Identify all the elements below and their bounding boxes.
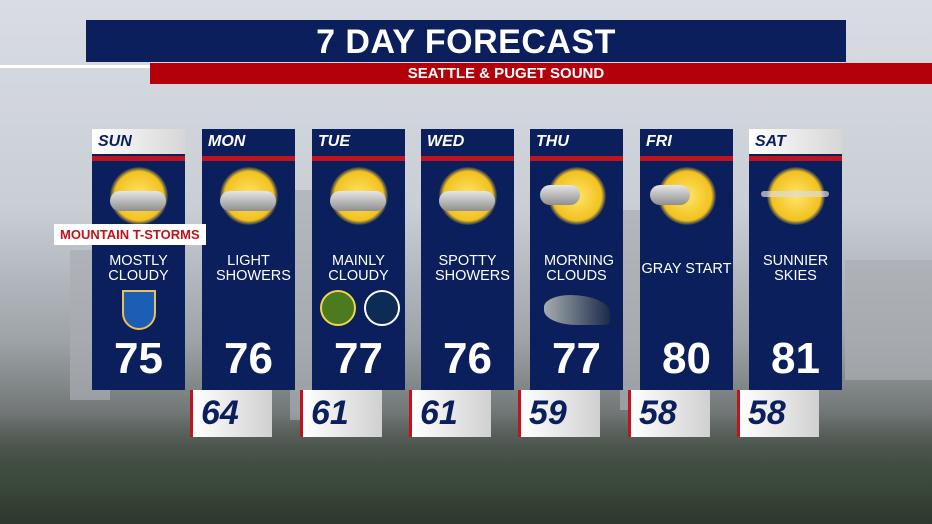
mostly-sunny-icon: [540, 167, 606, 225]
divider: [0, 65, 150, 68]
low-temp: 64: [190, 390, 272, 437]
condition-text: GRAY START: [641, 261, 732, 277]
condition-text: MAINLY CLOUDY: [328, 253, 389, 284]
partly-cloudy-icon: [439, 167, 497, 225]
condition-text: MORNING CLOUDS: [544, 253, 615, 284]
high-temp: 75: [114, 334, 163, 383]
low-temp: 61: [409, 390, 491, 437]
day-label: TUE: [318, 133, 350, 150]
high-temp: 76: [224, 334, 273, 383]
ol-reign-logo: [122, 290, 156, 330]
mostly-sunny-icon: [650, 167, 716, 225]
high-temp: 81: [771, 334, 820, 383]
day-column-fri: FRI GRAY START 80: [640, 129, 733, 390]
day-column-sun: SUN MOSTLY CLOUDY 75: [92, 129, 185, 390]
light-showers-icon: [220, 167, 278, 225]
red-rule: [202, 156, 295, 161]
page-title: 7 DAY FORECAST: [86, 20, 846, 62]
day-label: SAT: [749, 129, 842, 154]
subtitle: SEATTLE & PUGET SOUND: [150, 63, 932, 84]
day-label: SUN: [92, 129, 185, 154]
red-rule: [749, 156, 842, 161]
red-rule: [312, 156, 405, 161]
day-label: MON: [208, 133, 246, 150]
day-column-wed: WED SPOTTY SHOWERS 76: [421, 129, 514, 390]
red-rule: [421, 156, 514, 161]
condition-text: LIGHT SHOWERS: [216, 253, 291, 284]
partly-cloudy-icon: [330, 167, 388, 225]
condition-text: SUNNIER SKIES: [763, 253, 829, 284]
low-temp: 58: [737, 390, 819, 437]
day-label: THU: [536, 133, 569, 150]
day-label: WED: [427, 133, 465, 150]
day-column-sat: SAT SUNNIER SKIES 81: [749, 129, 842, 390]
low-temp: 59: [518, 390, 600, 437]
high-temp: 76: [443, 334, 492, 383]
day-label: FRI: [646, 133, 672, 150]
red-rule: [92, 156, 185, 161]
day-column-thu: THU MORNING CLOUDS 77: [530, 129, 623, 390]
condition-text: MOSTLY CLOUDY: [108, 253, 169, 284]
seattle-seahawks-logo: [544, 295, 610, 325]
red-rule: [530, 156, 623, 161]
background-building: [845, 260, 932, 380]
high-temp: 77: [334, 334, 383, 383]
alert-tag: MOUNTAIN T-STORMS: [54, 224, 206, 245]
red-rule: [640, 156, 733, 161]
partly-cloudy-icon: [110, 167, 168, 225]
condition-text: SPOTTY SHOWERS: [435, 253, 510, 284]
low-temp: 58: [628, 390, 710, 437]
low-temp: 61: [300, 390, 382, 437]
sunny-icon: [761, 167, 829, 225]
day-column-tue: TUE MAINLY CLOUDY 77: [312, 129, 405, 390]
seattle-mariners-logo: [364, 290, 400, 326]
high-temp: 80: [662, 334, 711, 383]
day-column-mon: MON LIGHT SHOWERS 76: [202, 129, 295, 390]
seattle-storm-logo: [320, 290, 356, 326]
high-temp: 77: [552, 334, 601, 383]
